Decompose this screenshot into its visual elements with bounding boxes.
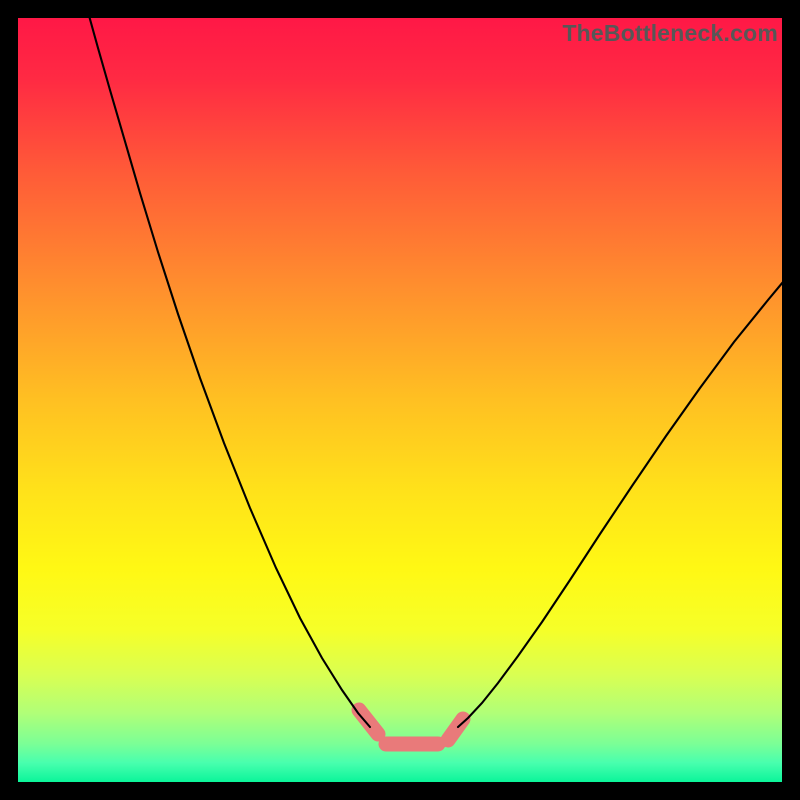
chart-frame: TheBottleneck.com [0, 0, 800, 800]
watermark-text: TheBottleneck.com [562, 20, 778, 47]
curve-left [88, 18, 370, 727]
curve-right [458, 276, 782, 727]
plot-area [18, 18, 782, 782]
valley-marker [359, 710, 463, 744]
curve-layer [18, 18, 782, 782]
